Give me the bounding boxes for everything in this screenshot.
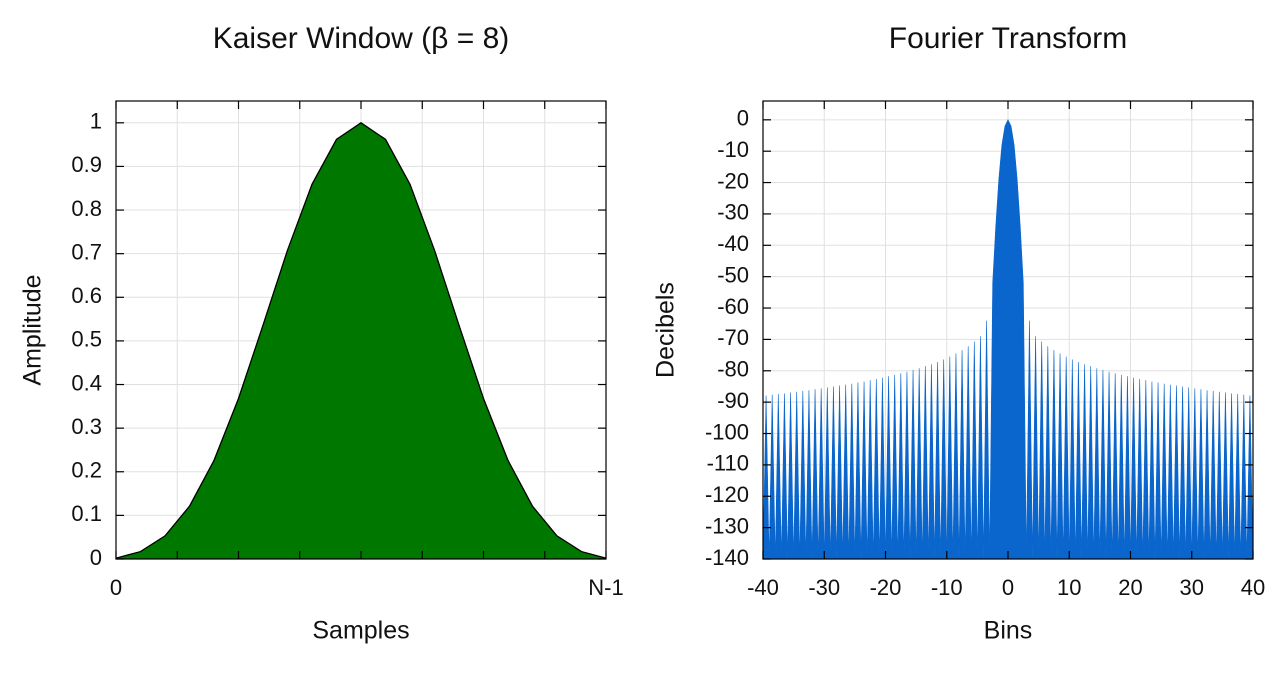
- x-tick-label: 10: [1057, 575, 1081, 600]
- chart-title: Kaiser Window (β = 8): [213, 22, 510, 55]
- x-tick-label: N-1: [588, 575, 623, 600]
- x-tick-label: -40: [747, 575, 779, 600]
- area: [116, 122, 606, 559]
- y-tick-label: 0: [737, 106, 749, 131]
- y-tick-label: -140: [705, 545, 749, 570]
- y-tick-label: -10: [717, 137, 749, 162]
- y-tick-label: 0.6: [71, 283, 102, 308]
- x-tick-label: 40: [1241, 575, 1265, 600]
- y-tick-label: -80: [717, 357, 749, 382]
- y-tick-label: -70: [717, 325, 749, 350]
- x-tick-label: 20: [1118, 575, 1142, 600]
- panel: Kaiser Window (β = 8) Samples Amplitude 0 N-…: [19, 22, 624, 645]
- x-axis-label: Samples: [312, 617, 409, 645]
- y-tick-label: 0.2: [71, 458, 102, 483]
- y-tick-label: -110: [707, 451, 749, 476]
- x-tick-label: -20: [870, 575, 902, 600]
- y-tick-label: -100: [705, 419, 749, 444]
- x-tick-label: 0: [1002, 575, 1014, 600]
- x-axis-label: Bins: [984, 617, 1033, 645]
- y-tick-label: 0.8: [71, 196, 102, 221]
- panel: Fourier Transform Bins Decibels -40 -30 -20 -1…: [652, 22, 1266, 645]
- y-tick-label: 0: [90, 545, 102, 570]
- y-tick-label: 1: [90, 109, 102, 134]
- y-tick-label: 0.1: [71, 501, 102, 526]
- x-tick-label: -30: [808, 575, 840, 600]
- y-tick-label: -90: [717, 388, 749, 413]
- y-tick-label: -130: [705, 513, 749, 538]
- y-tick-label: 0.9: [71, 152, 102, 177]
- y-axis-label: Amplitude: [19, 274, 47, 385]
- y-tick-label: -60: [717, 294, 749, 319]
- y-tick-label: -30: [717, 200, 749, 225]
- y-axis-label: Decibels: [652, 282, 680, 378]
- y-tick-label: 0.3: [71, 414, 102, 439]
- y-tick-label: -120: [705, 482, 749, 507]
- chart-title: Fourier Transform: [889, 22, 1127, 55]
- x-tick-label: 30: [1180, 575, 1204, 600]
- x-tick-label: -10: [931, 575, 963, 600]
- y-tick-label: -40: [717, 231, 749, 256]
- y-tick-label: 0.4: [71, 370, 102, 395]
- y-tick-label: -50: [717, 262, 749, 287]
- x-tick-label: 0: [110, 575, 122, 600]
- y-tick-label: 0.7: [71, 239, 102, 264]
- y-tick-label: -20: [717, 168, 749, 193]
- area: [763, 119, 1253, 559]
- y-tick-label: 0.5: [71, 327, 102, 352]
